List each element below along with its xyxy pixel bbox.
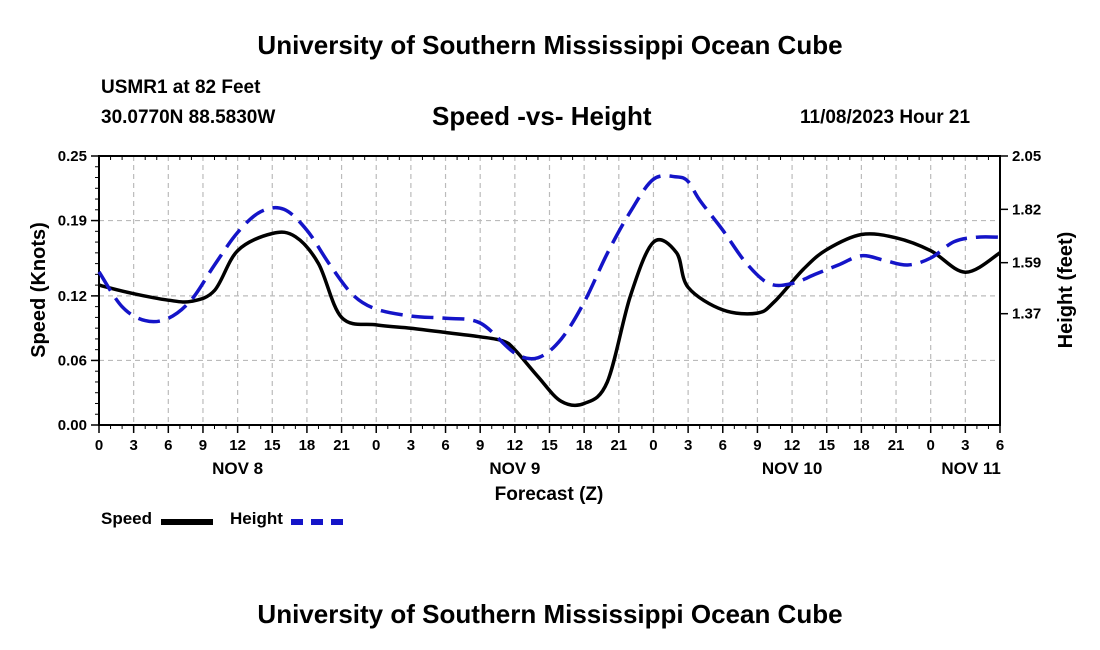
x-tick-label: 21 — [888, 437, 905, 454]
day-label: NOV 10 — [762, 459, 822, 478]
speed-height-chart: 0 3 6 9 12 15 18 21 0 3 6 9 12 15 18 21 0 3 6 9 12 15 18 21 0 3 6 0… — [28, 148, 1077, 505]
y-tick-label: 0.06 — [58, 352, 87, 369]
x-tick-label: 3 — [961, 437, 969, 454]
x-tick-label: 18 — [299, 437, 316, 454]
x-tick-label: 9 — [476, 437, 484, 454]
y-tick-label: 0.19 — [58, 213, 87, 230]
x-axis-title: Forecast (Z) — [495, 484, 604, 505]
x-tick-label: 3 — [129, 437, 137, 454]
forecast-datetime: 11/08/2023 Hour 21 — [800, 107, 971, 128]
x-tick-label: 12 — [507, 437, 524, 454]
x-tick-label: 3 — [407, 437, 415, 454]
series-line-speed — [98, 230, 1001, 408]
x-tick-label: 18 — [576, 437, 593, 454]
day-label: NOV 11 — [941, 459, 1001, 478]
x-tick-label: 15 — [541, 437, 558, 454]
chart-subtitle: Speed -vs- Height — [432, 101, 652, 131]
day-label: NOV 9 — [489, 459, 540, 478]
x-tick-label: 18 — [853, 437, 870, 454]
legend-height-label: Height — [230, 509, 283, 528]
page-title: University of Southern Mississippi Ocean… — [257, 30, 843, 60]
x-tick-label: 6 — [719, 437, 727, 454]
legend-speed-swatch — [161, 519, 213, 525]
station-label: USMR1 at 82 Feet — [101, 77, 261, 98]
y2-tick-label: 2.05 — [1012, 148, 1041, 165]
x-tick-label: 9 — [753, 437, 761, 454]
y-tick-label: 0.25 — [58, 148, 87, 165]
x-tick-label: 0 — [372, 437, 380, 454]
x-tick-label: 6 — [996, 437, 1004, 454]
x-tick-label: 0 — [95, 437, 103, 454]
legend-speed-label: Speed — [101, 509, 153, 528]
x-tick-label: 15 — [264, 437, 281, 454]
day-label: NOV 8 — [212, 459, 263, 478]
y2-tick-label: 1.59 — [1012, 255, 1041, 272]
legend-height-swatch — [291, 519, 343, 525]
y2-tick-label: 1.37 — [1012, 306, 1041, 323]
x-tick-label: 21 — [333, 437, 350, 454]
y2-axis-title: Height (feet) — [1055, 232, 1077, 349]
x-tick-label: 0 — [927, 437, 935, 454]
y2-tick-label: 1.82 — [1012, 201, 1041, 218]
footer-title: University of Southern Mississippi Ocean… — [257, 599, 843, 629]
y-tick-label: 0.00 — [58, 417, 87, 434]
x-tick-label: 3 — [684, 437, 692, 454]
station-coordinates: 30.0770N 88.5830W — [101, 107, 276, 128]
x-tick-label: 6 — [164, 437, 172, 454]
x-tick-label: 21 — [610, 437, 627, 454]
x-tick-label: 12 — [784, 437, 801, 454]
x-tick-label: 6 — [441, 437, 449, 454]
plot-frame — [98, 155, 1001, 426]
x-tick-label: 15 — [818, 437, 835, 454]
x-tick-label: 0 — [649, 437, 657, 454]
y-tick-label: 0.12 — [58, 288, 87, 305]
x-tick-label: 12 — [229, 437, 246, 454]
x-tick-label: 9 — [199, 437, 207, 454]
y-axis-title: Speed (Knots) — [28, 222, 50, 358]
